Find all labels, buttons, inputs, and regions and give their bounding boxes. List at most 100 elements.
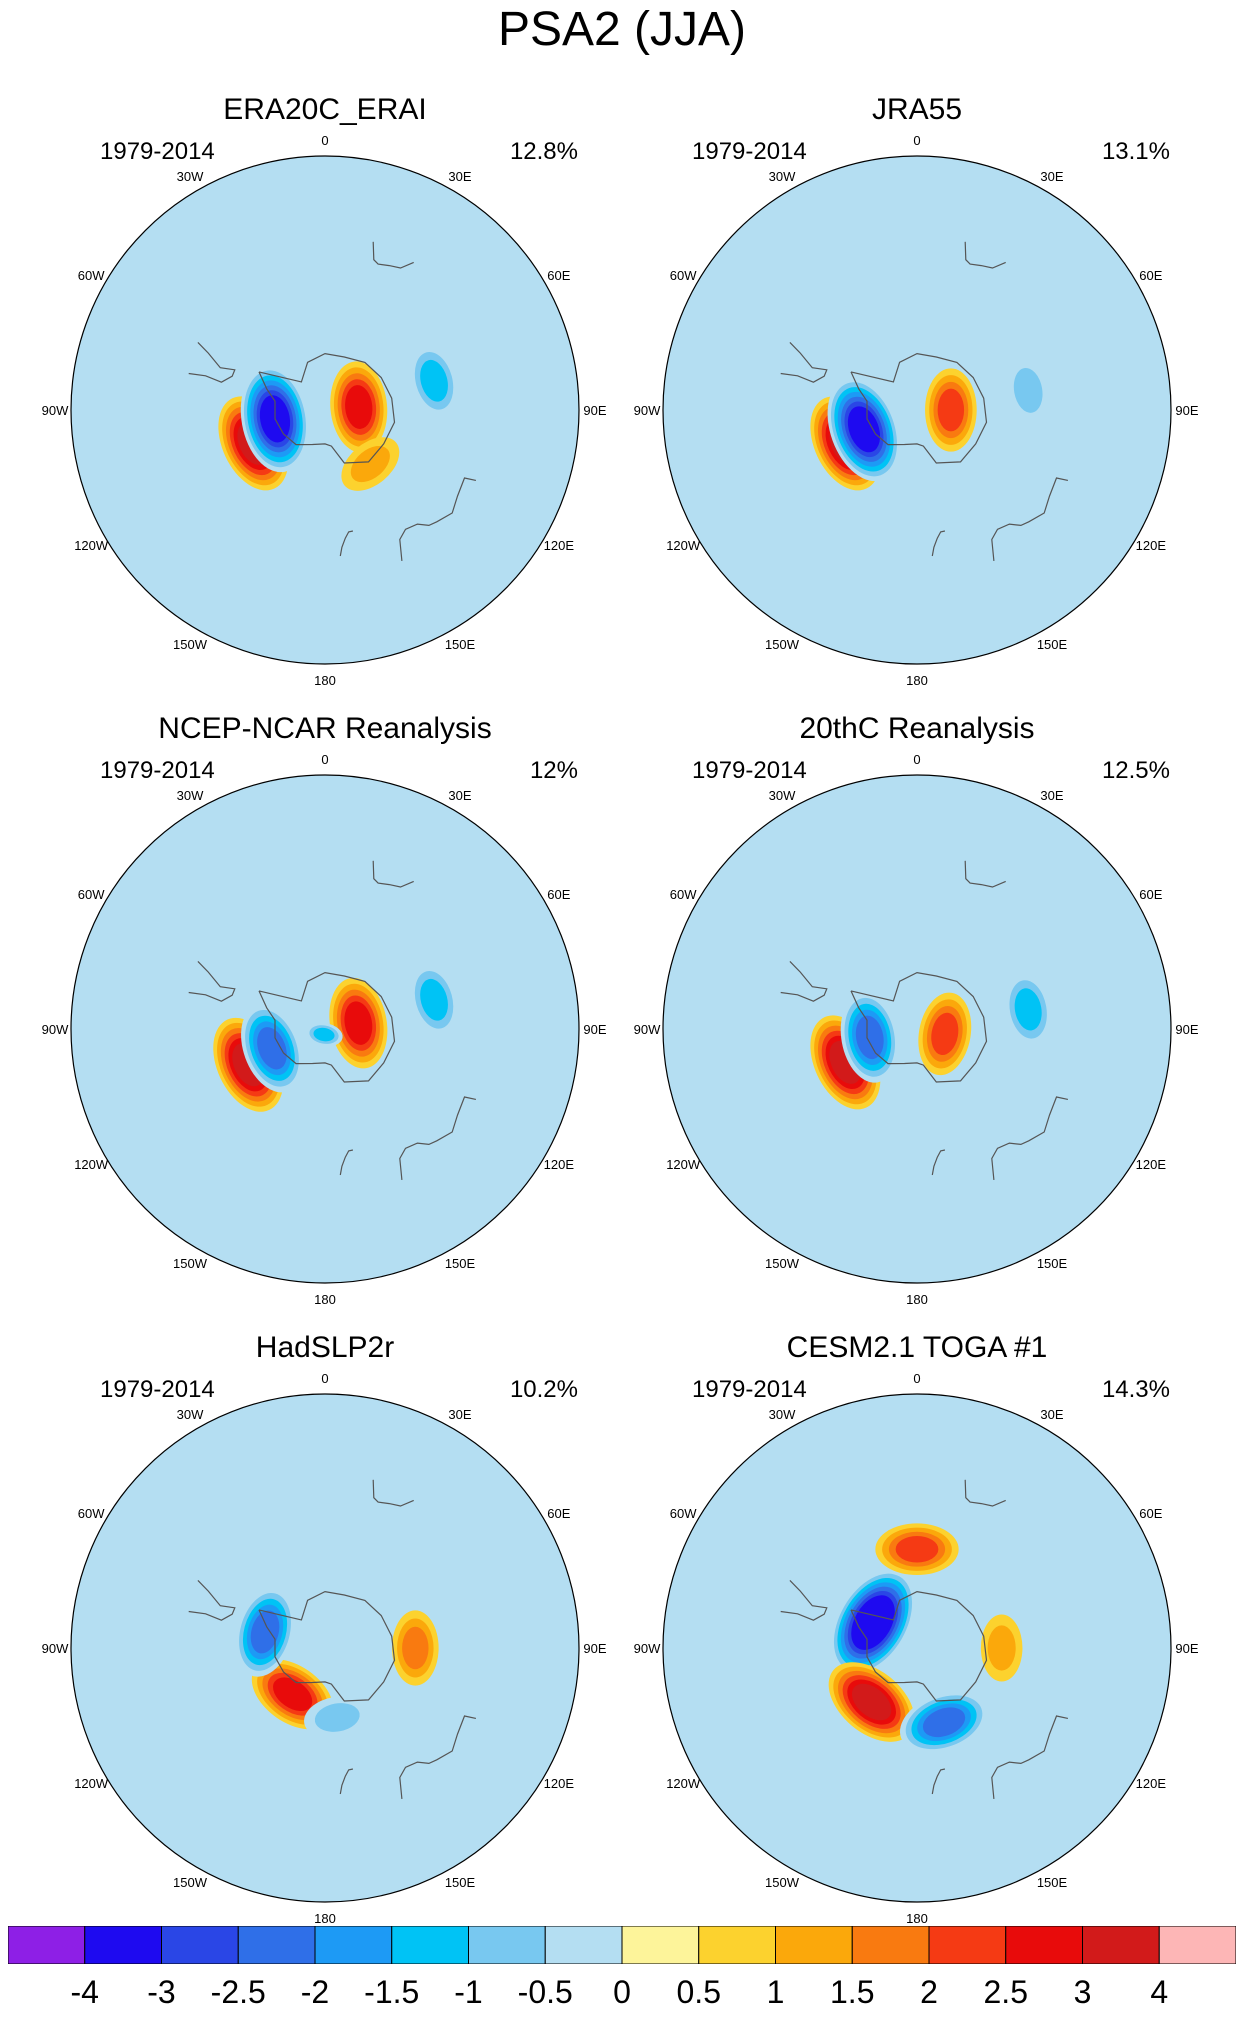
contour-level: [402, 1626, 429, 1670]
longitude-label: 60W: [78, 1506, 105, 1521]
longitude-label: 120E: [1136, 1776, 1167, 1791]
coastline: [372, 860, 414, 888]
coastline: [399, 1096, 477, 1180]
colorbar-label: 0.5: [676, 1974, 721, 2010]
colorbar-label: 1.5: [830, 1974, 875, 2010]
panel-variance: 12.8%: [509, 138, 578, 165]
longitude-label: 90E: [1175, 1022, 1198, 1037]
contour-level: [851, 1683, 892, 1721]
panel-years: 1979-2014: [100, 757, 215, 784]
contour-level: [987, 1625, 1016, 1671]
coastline: [339, 1149, 354, 1176]
contour-level: [420, 359, 448, 402]
longitude-label: 120W: [666, 1776, 701, 1791]
panel-variance: 12%: [529, 757, 578, 784]
colorbar-label: -3: [147, 1974, 176, 2010]
longitude-label: 60E: [1139, 887, 1162, 902]
map-outline: [70, 1393, 580, 1903]
longitude-label: 90E: [583, 1641, 606, 1656]
longitude-label: 0: [321, 752, 328, 767]
longitude-label: 150W: [765, 1256, 800, 1271]
coastline: [964, 860, 1006, 888]
colorbar-label: 0: [613, 1974, 631, 2010]
coastline: [372, 1479, 414, 1507]
field-layer: [71, 156, 579, 664]
panel-years: 1979-2014: [692, 1376, 807, 1403]
longitude-label: 90W: [42, 1641, 69, 1656]
coastline: [964, 1479, 1006, 1507]
colorbar-swatch: [775, 1926, 853, 1964]
coastline: [850, 352, 988, 464]
longitude-label: 150E: [445, 637, 476, 652]
longitude-label: 120W: [74, 538, 109, 553]
polar-map: 0 30E 60E 90E 120E 150E 180 150W 120W 90W 60W 30W: [634, 1371, 1199, 1926]
field-layer: [71, 775, 579, 1283]
longitude-label: 0: [321, 133, 328, 148]
field-layer: [71, 1394, 579, 1902]
map-background: [663, 1394, 1171, 1902]
longitude-label: 30E: [1040, 1407, 1063, 1422]
longitude-label: 150W: [765, 637, 800, 652]
field-layer: [663, 775, 1171, 1283]
coastline: [991, 1715, 1069, 1799]
field-layer: [663, 1394, 1171, 1902]
colorbar-swatch: [84, 1926, 162, 1964]
panel-title: 20thC Reanalysis: [799, 712, 1035, 745]
map-background: [663, 775, 1171, 1283]
longitude-label: 90W: [42, 1022, 69, 1037]
longitude-label: 120E: [544, 538, 575, 553]
colorbar-swatch: [698, 1926, 776, 1964]
colorbar-swatch: [928, 1926, 1007, 1964]
longitude-label: 30W: [769, 169, 796, 184]
longitude-label: 150E: [445, 1256, 476, 1271]
map-background: [71, 1394, 579, 1902]
longitude-label: 60E: [547, 1506, 570, 1521]
longitude-label: 120E: [544, 1776, 575, 1791]
colorbar-labels: -4 -3 -2.5 -2 -1.5 -1 -0.5 0 0.5 1 1.5 2 2.5 3 4: [0, 1972, 1244, 2032]
longitude-label: 90W: [634, 1641, 661, 1656]
map-panel-20thc: 0 30E 60E 90E 120E 150E 180 150W 120W 90W 60W 30W 2…: [622, 711, 1212, 1321]
longitude-label: 120W: [74, 1776, 109, 1791]
panel-variance: 12.5%: [1101, 757, 1170, 784]
coastline: [399, 477, 477, 561]
map-panel-ncep-ncar: 0 30E 60E 90E 120E 150E 180 150W 120W 90W 60W 30W N…: [30, 711, 620, 1321]
longitude-label: 180: [906, 1292, 928, 1307]
longitude-label: 150E: [445, 1875, 476, 1890]
contour-level: [344, 1001, 373, 1045]
longitude-label: 120E: [544, 1157, 575, 1172]
longitude-label: 180: [906, 1911, 928, 1926]
colorbar-label: 1: [766, 1974, 785, 2010]
longitude-label: 0: [913, 133, 920, 148]
colorbar-label: -0.5: [517, 1974, 573, 2010]
longitude-label: 90W: [42, 403, 69, 418]
panel-years: 1979-2014: [100, 1376, 215, 1403]
colorbar-swatch: [314, 1926, 393, 1964]
panel-title: ERA20C_ERAI: [223, 93, 427, 126]
colorbar-label: 2.5: [983, 1974, 1028, 2010]
colorbar-label: 2: [920, 1974, 938, 2010]
panel-title: HadSLP2r: [255, 1331, 395, 1364]
longitude-label: 120W: [74, 1157, 109, 1172]
longitude-label: 150E: [1037, 1256, 1068, 1271]
longitude-label: 150E: [1037, 1875, 1068, 1890]
polar-map: 0 30E 60E 90E 120E 150E 180 150W 120W 90W 60W 30W: [42, 752, 607, 1307]
panel-variance: 13.1%: [1101, 138, 1170, 165]
colorbar-label: -1.5: [364, 1974, 420, 2010]
longitude-label: 180: [314, 673, 336, 688]
longitude-label: 150W: [173, 1875, 208, 1890]
contour-level: [420, 978, 448, 1021]
longitude-label: 60E: [547, 887, 570, 902]
longitude-label: 150E: [1037, 637, 1068, 652]
colorbar-label: -2.5: [210, 1974, 266, 2010]
longitude-label: 30E: [1040, 169, 1063, 184]
map-panel-cesm2-toga: 0 30E 60E 90E 120E 150E 180 150W 120W 90W 60W 30W C…: [622, 1330, 1212, 1940]
coastline: [339, 1768, 354, 1795]
colorbar-swatch: [621, 1926, 700, 1964]
coastline: [850, 1590, 988, 1702]
coastline: [188, 341, 236, 383]
panel-variance: 14.3%: [1101, 1376, 1170, 1403]
longitude-label: 90E: [583, 403, 606, 418]
coastline: [850, 971, 988, 1083]
longitude-label: 60E: [547, 268, 570, 283]
contour-level: [257, 1027, 287, 1070]
